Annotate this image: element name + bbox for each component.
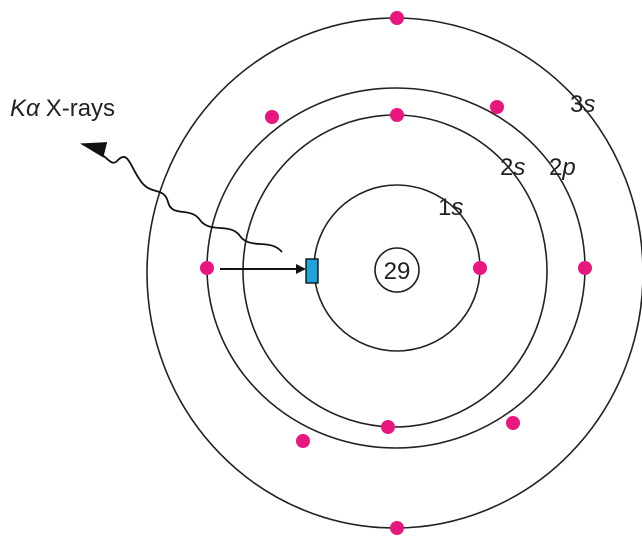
electron (381, 420, 395, 434)
electron (506, 416, 520, 430)
electrons (200, 11, 592, 535)
electron (578, 261, 592, 275)
emission-symbol: Kα (10, 95, 41, 122)
shell-label: 1s (438, 194, 463, 221)
electron (390, 521, 404, 535)
emission-label: Kα X-rays (10, 95, 115, 122)
shell-letter: p (561, 154, 575, 181)
emission-text: X-rays (46, 95, 115, 122)
shell-number: 2 (500, 154, 513, 181)
nucleus (374, 247, 420, 293)
shell-letter: s (513, 154, 525, 181)
xray-wave (80, 142, 283, 253)
electron (473, 261, 487, 275)
electron (390, 108, 404, 122)
electron (296, 434, 310, 448)
shell-label: 2p (549, 154, 576, 181)
electron (200, 261, 214, 275)
shell-letter: s (583, 91, 595, 118)
shell-label: 3s (570, 91, 595, 118)
shell-label: 2s (500, 154, 525, 181)
electron (265, 110, 279, 124)
shell-letter: s (451, 194, 463, 221)
electron (490, 100, 504, 114)
shell-number: 3 (570, 91, 583, 118)
shell-number: 1 (438, 194, 451, 221)
electron (390, 11, 404, 25)
vacancy (305, 258, 319, 284)
shell-number: 2 (549, 154, 562, 181)
nucleus-label: 29 (384, 258, 411, 285)
